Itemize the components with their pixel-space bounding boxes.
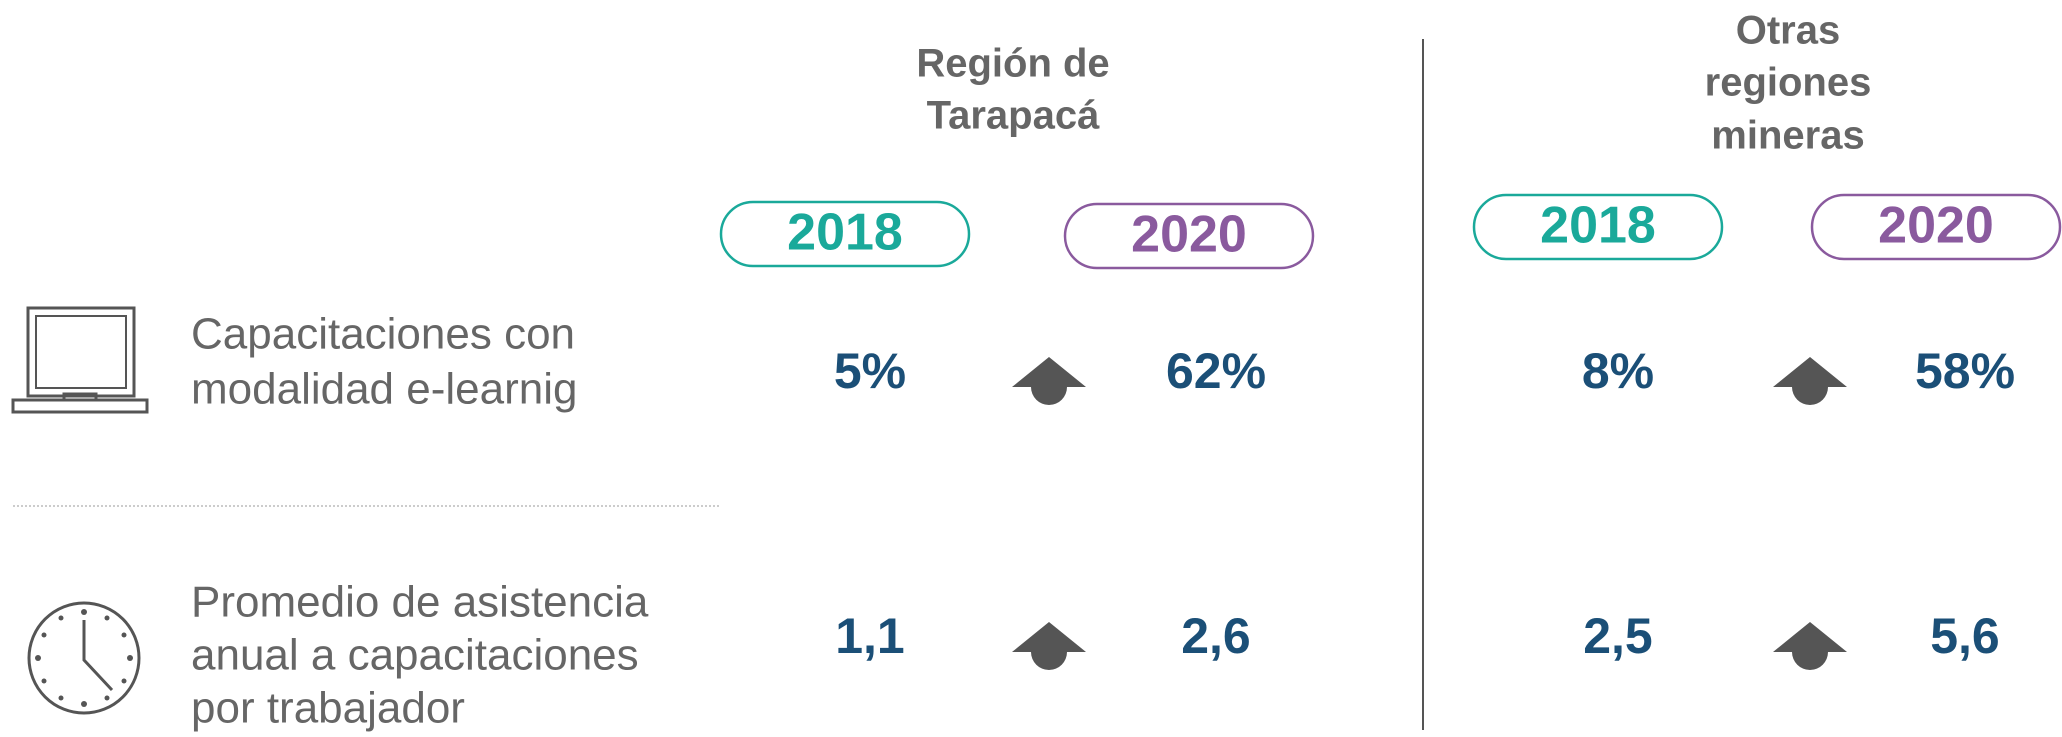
year-label: 2018 [1540,197,1656,255]
value: 62% [1166,343,1266,399]
clock-icon [27,601,141,715]
value: 2,6 [1181,608,1251,664]
group-title: Otras [1736,9,1841,53]
year-pill [1810,193,2062,261]
group-title: mineras [1711,114,1864,158]
value: 58% [1915,343,2015,399]
laptop-icon [11,306,149,414]
value: 2,5 [1583,608,1653,664]
row-label: Promedio de asistencia [191,578,649,627]
group-title: Tarapacá [927,94,1100,138]
increase-arrow [1012,357,1086,405]
group-title: regiones [1705,61,1872,105]
year-label: 2020 [1878,197,1994,255]
group-title: Región de [916,42,1109,86]
year-label: 2018 [787,204,903,262]
increase-arrow [1773,622,1847,670]
value: 5% [834,343,906,399]
year-pill [1063,202,1315,270]
increase-arrow [1012,622,1086,670]
year-label: 2020 [1131,206,1247,264]
increase-arrow [1773,357,1847,405]
row-label: modalidad e-learnig [191,365,577,414]
row-label: anual a capacitaciones [191,631,639,680]
value: 8% [1582,343,1654,399]
year-pill [719,200,971,268]
value: 1,1 [835,608,905,664]
year-pill [1472,193,1724,261]
row-label: Capacitaciones con [191,310,575,359]
row-label: por trabajador [191,684,465,733]
value: 5,6 [1930,608,2000,664]
